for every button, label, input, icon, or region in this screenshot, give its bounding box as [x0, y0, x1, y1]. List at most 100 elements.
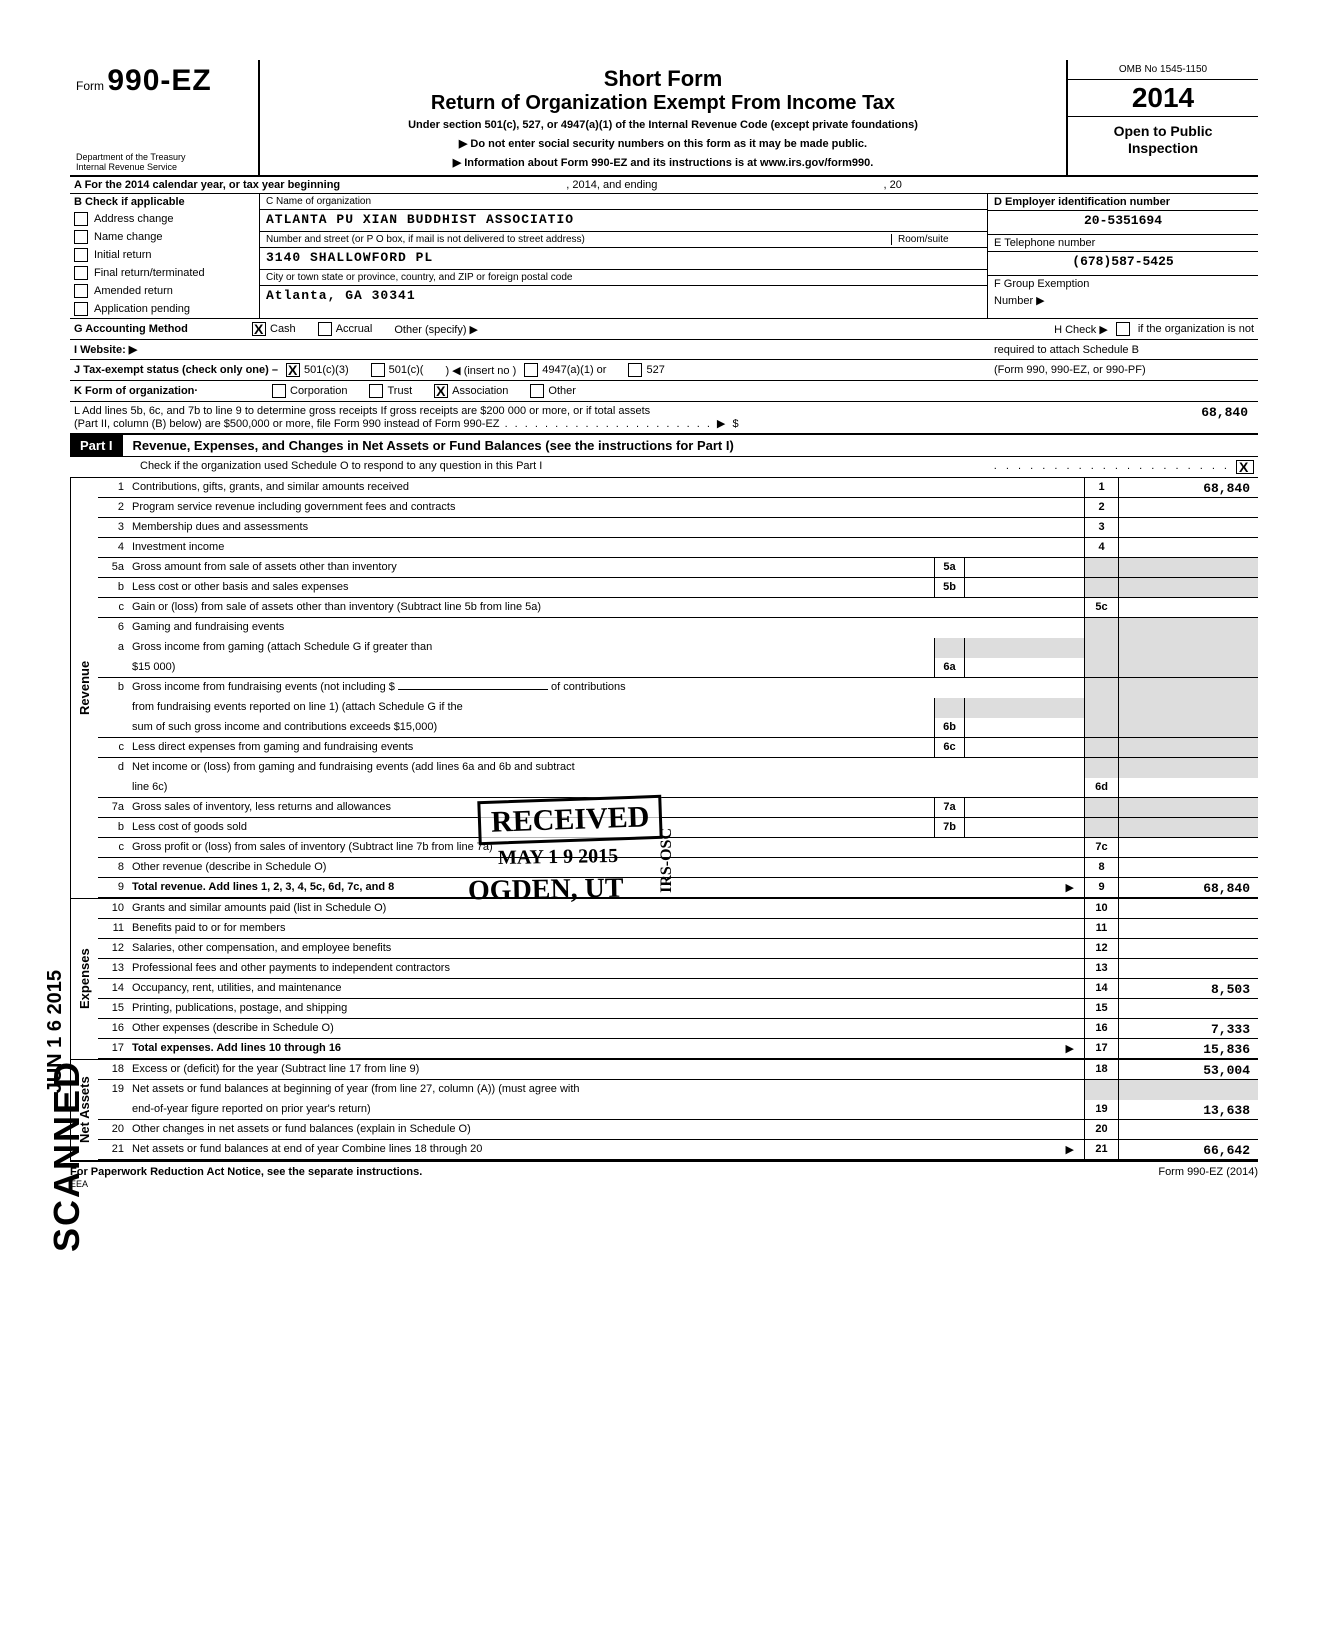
midbox-label: 6b — [934, 718, 964, 737]
line-desc: Net assets or fund balances at end of ye… — [130, 1140, 1084, 1159]
midbox-val — [964, 738, 1084, 757]
line-desc: Gross income from fundraising events (no… — [130, 678, 1084, 698]
chk-amended-return[interactable]: Amended return — [70, 282, 259, 300]
501c3-label: 501(c)(3) — [304, 364, 349, 376]
row-j: J Tax-exempt status (check only one) – 5… — [70, 360, 1258, 381]
line-rn: 18 — [1084, 1060, 1118, 1079]
line-desc: Excess or (deficit) for the year (Subtra… — [130, 1060, 1084, 1079]
open-to-public: Open to Public Inspection — [1068, 117, 1258, 163]
chk-501c[interactable]: 501(c)( — [371, 363, 424, 377]
line-rn-shade — [1084, 678, 1118, 698]
line-rn: 11 — [1084, 919, 1118, 938]
501c-label: 501(c)( — [389, 364, 424, 376]
chk-address-change[interactable]: Address change — [70, 210, 259, 228]
part1-sub-text: Check if the organization used Schedule … — [140, 460, 542, 474]
chk-initial-return[interactable]: Initial return — [70, 246, 259, 264]
chk-trust[interactable]: Trust — [369, 384, 412, 398]
g-label: G Accounting Method — [74, 323, 244, 335]
chk-527[interactable]: 527 — [628, 363, 664, 377]
form-number: Form 990-EZ — [76, 64, 252, 98]
line-num: 12 — [98, 939, 130, 958]
group-exemption-label: F Group Exemption — [988, 276, 1258, 292]
line-11: 11Benefits paid to or for members11 — [98, 919, 1258, 939]
line-num: 9 — [98, 878, 130, 897]
footer-right: Form 990-EZ (2014) — [1158, 1166, 1258, 1190]
part1-header: Part I Revenue, Expenses, and Changes in… — [70, 435, 1258, 457]
line-17: 17Total expenses. Add lines 10 through 1… — [98, 1039, 1258, 1059]
527-label: 527 — [646, 364, 664, 376]
phone-value: (678)587-5425 — [988, 252, 1258, 276]
line-amt — [1118, 498, 1258, 517]
line-num — [98, 718, 130, 737]
chk-accrual[interactable]: Accrual — [318, 322, 373, 336]
line-desc: Less cost or other basis and sales expen… — [130, 578, 934, 597]
line-rn: 14 — [1084, 979, 1118, 998]
midbox-val — [964, 818, 1084, 837]
street-address: 3140 SHALLOWFORD PL — [260, 248, 987, 270]
line-3: 3 Membership dues and assessments 3 — [98, 518, 1258, 538]
line-rn: 10 — [1084, 899, 1118, 918]
midbox-val — [964, 798, 1084, 817]
line-9: 9 Total revenue. Add lines 1, 2, 3, 4, 5… — [98, 878, 1258, 898]
line-amt-shade — [1118, 718, 1258, 737]
line-num: 8 — [98, 858, 130, 877]
line-7c: c Gross profit or (loss) from sales of i… — [98, 838, 1258, 858]
expenses-side-label: Expenses — [70, 899, 98, 1059]
line-num: b — [98, 578, 130, 597]
chk-association[interactable]: Association — [434, 384, 508, 398]
h-checkbox[interactable] — [1116, 322, 1130, 336]
chk-501c3[interactable]: 501(c)(3) — [286, 363, 349, 377]
line-num: a — [98, 638, 130, 658]
revenue-side-label: Revenue — [70, 478, 98, 898]
trust-label: Trust — [387, 385, 412, 397]
line-rn: 3 — [1084, 518, 1118, 537]
line-amt-shade — [1118, 1080, 1258, 1100]
schedule-o-checkbox[interactable] — [1236, 460, 1254, 474]
cash-label: Cash — [270, 323, 296, 335]
h-label: H Check ▶ — [1054, 323, 1108, 336]
blank-line — [398, 689, 548, 690]
line-num: d — [98, 758, 130, 778]
checkbox-icon — [74, 284, 88, 298]
chk-name-change[interactable]: Name change — [70, 228, 259, 246]
chk-cash[interactable]: Cash — [252, 322, 296, 336]
line-rn: 17 — [1084, 1039, 1118, 1058]
desc-part1: Gross income from fundraising events (no… — [132, 681, 395, 693]
line-amt: 15,836 — [1118, 1039, 1258, 1058]
midbox-label: 5b — [934, 578, 964, 597]
line-amt-shade — [1118, 758, 1258, 778]
line-amt: 66,642 — [1118, 1140, 1258, 1159]
row-a: A For the 2014 calendar year, or tax yea… — [70, 177, 1258, 194]
header-row: Form 990-EZ Department of the Treasury I… — [70, 60, 1258, 177]
chk-corporation[interactable]: Corporation — [272, 384, 347, 398]
chk-label: Initial return — [94, 249, 151, 261]
midbox-val — [964, 578, 1084, 597]
line-desc: end-of-year figure reported on prior yea… — [130, 1100, 1084, 1119]
line-rn: 4 — [1084, 538, 1118, 557]
chk-application-pending[interactable]: Application pending — [70, 300, 259, 318]
arrow-icon: ▶ — [1066, 881, 1074, 894]
line-amt — [1118, 999, 1258, 1018]
ein-label: D Employer identification number — [988, 194, 1258, 211]
line-desc: Printing, publications, postage, and shi… — [130, 999, 1084, 1018]
line-6d-2: line 6c) 6d — [98, 778, 1258, 798]
paperwork-notice: For Paperwork Reduction Act Notice, see … — [70, 1166, 422, 1178]
c-name-label: C Name of organization — [260, 194, 987, 210]
line-rn: 21 — [1084, 1140, 1118, 1159]
line-rn: 8 — [1084, 858, 1118, 877]
line-rn-shade — [1084, 618, 1118, 638]
header-right: OMB No 1545-1150 2014 Open to Public Ins… — [1068, 60, 1258, 175]
h-tail3: (Form 990, 990-EZ, or 990-PF) — [994, 364, 1254, 376]
line-amt — [1118, 959, 1258, 978]
chk-other-org[interactable]: Other — [530, 384, 576, 398]
checkbox-icon — [252, 322, 266, 336]
dots-icon — [500, 418, 741, 430]
chk-4947[interactable]: 4947(a)(1) or — [524, 363, 606, 377]
line-rn: 1 — [1084, 478, 1118, 497]
expenses-section: Expenses 10Grants and similar amounts pa… — [70, 899, 1258, 1060]
chk-final-return[interactable]: Final return/terminated — [70, 264, 259, 282]
line-amt-shade — [1118, 678, 1258, 698]
col-b: B Check if applicable Address change Nam… — [70, 194, 260, 318]
line-rn: 9 — [1084, 878, 1118, 897]
row-g-h: G Accounting Method Cash Accrual Other (… — [70, 319, 1258, 340]
